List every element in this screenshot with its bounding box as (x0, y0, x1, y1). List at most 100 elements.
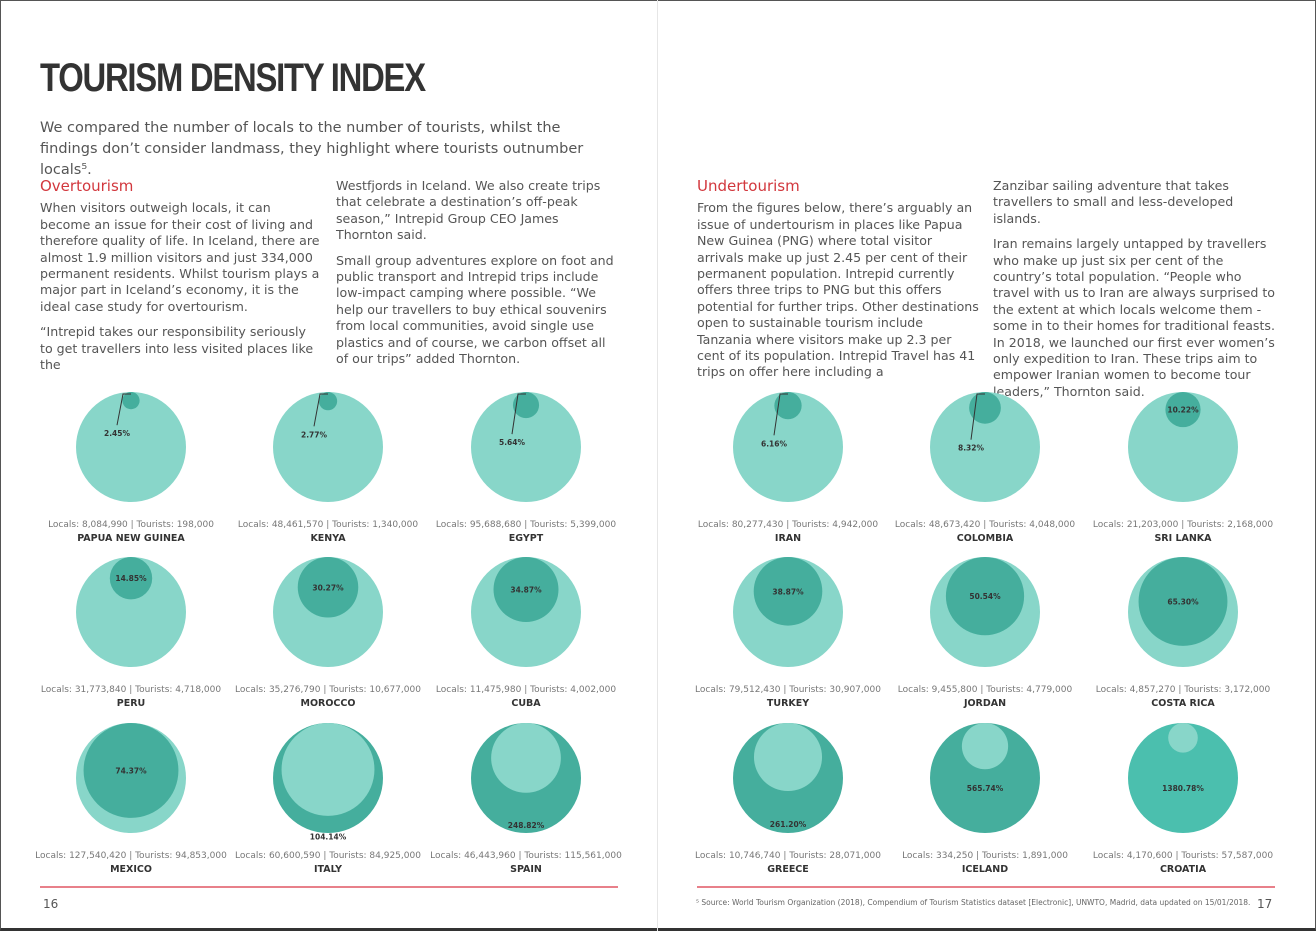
locals-tourists-label: Locals: 48,673,420 | Tourists: 4,048,000 (894, 520, 1076, 530)
locals-circle (961, 723, 1009, 770)
country-name: SPAIN (510, 864, 542, 875)
locals-tourists-label: Locals: 10,746,740 | Tourists: 28,071,00… (695, 851, 881, 861)
tourists-circle (1138, 557, 1228, 646)
locals-tourists-label: Locals: 46,443,960 | Tourists: 115,561,0… (430, 851, 622, 861)
bubble-chart-italy: 104.14% Locals: 60,600,590 | Tourists: 84… (228, 720, 428, 890)
ratio-label: 1380.78% (1162, 784, 1204, 793)
bubble-chart-papua-new-guinea: 2.45% Locals: 8,084,990 | Tourists: 198,0… (31, 389, 231, 559)
ratio-label: 34.87% (510, 585, 542, 594)
ratio-label: 74.37% (115, 766, 147, 775)
ratio-label: 65.30% (1167, 597, 1199, 606)
ratio-label: 565.74% (967, 784, 1004, 793)
locals-tourists-label: Locals: 4,857,270 | Tourists: 3,172,000 (1095, 685, 1271, 695)
locals-tourists-label: Locals: 79,512,430 | Tourists: 30,907,00… (695, 685, 881, 695)
footer-rule (40, 886, 618, 888)
tourists-circle (297, 557, 359, 618)
footer-rule (697, 886, 1275, 888)
country-name: SRI LANKA (1154, 533, 1212, 544)
ratio-label: 30.27% (312, 583, 344, 592)
country-name: COSTA RICA (1151, 698, 1215, 709)
ratio-label: 2.77% (301, 430, 328, 439)
locals-circle (753, 723, 823, 792)
leader-line (970, 393, 985, 440)
leader-line (511, 393, 526, 435)
undertourism-col-1: Undertourism From the figures below, the… (697, 178, 979, 390)
undertourism-heading: Undertourism (697, 177, 800, 195)
ratio-label: 50.54% (969, 592, 1001, 601)
leader-line (116, 393, 131, 426)
bubble-chart-mexico: 74.37% Locals: 127,540,420 | Tourists: 94… (31, 720, 231, 890)
bubble-chart-morocco: 30.27% Locals: 35,276,790 | Tourists: 10,… (228, 554, 428, 724)
country-name: ICELAND (961, 864, 1009, 875)
bubble-chart-iran: 6.16% Locals: 80,277,430 | Tourists: 4,94… (688, 389, 888, 559)
page-title: TOURISM DENSITY INDEX (40, 56, 426, 100)
ratio-label: 5.64% (499, 438, 526, 447)
bubble-chart-cuba: 34.87% Locals: 11,475,980 | Tourists: 4,0… (426, 554, 626, 724)
locals-tourists-label: Locals: 127,540,420 | Tourists: 94,853,0… (35, 851, 227, 861)
ratio-label: 6.16% (761, 439, 788, 448)
ratio-label: 248.82% (508, 821, 545, 830)
country-name: ITALY (313, 864, 343, 875)
country-name: PAPUA NEW GUINEA (77, 533, 185, 544)
ratio-label: 261.20% (770, 820, 807, 829)
footnote: ⁵ Source: World Tourism Organization (20… (696, 898, 1251, 907)
locals-circle (281, 723, 375, 816)
locals-tourists-label: Locals: 334,250 | Tourists: 1,891,000 (902, 851, 1068, 861)
tourists-circle (930, 723, 1040, 833)
bubble-chart-kenya: 2.77% Locals: 48,461,570 | Tourists: 1,34… (228, 389, 428, 559)
tourists-circle (774, 392, 802, 420)
paragraph: Zanzibar sailing adventure that takes tr… (993, 178, 1234, 226)
ratio-label: 104.14% (310, 832, 347, 841)
tourists-circle (753, 557, 823, 626)
country-name: IRAN (774, 533, 802, 544)
ratio-label: 14.85% (115, 574, 147, 583)
country-name: PERU (116, 698, 146, 709)
paragraph: Small group adventures explore on foot a… (336, 252, 614, 367)
locals-tourists-label: Locals: 8,084,990 | Tourists: 198,000 (48, 520, 214, 530)
locals-tourists-label: Locals: 80,277,430 | Tourists: 4,942,000 (697, 520, 879, 530)
country-name: EGYPT (508, 533, 544, 544)
bubble-chart-spain: 248.82% Locals: 46,443,960 | Tourists: 11… (426, 720, 626, 890)
locals-circle (76, 557, 186, 667)
country-name: MEXICO (110, 864, 152, 875)
ratio-label: 10.22% (1167, 406, 1199, 415)
paragraph: When visitors outweigh locals, it can be… (40, 200, 320, 314)
overtourism-heading: Overtourism (40, 177, 134, 195)
paragraph: Iran remains largely untapped by travell… (993, 236, 1276, 399)
locals-circle (273, 392, 383, 502)
bubble-chart-greece: 261.20% Locals: 10,746,740 | Tourists: 28… (688, 720, 888, 890)
country-name: COLOMBIA (956, 533, 1014, 544)
undertourism-col-2: Zanzibar sailing adventure that takes tr… (993, 178, 1275, 409)
leader-line (313, 393, 328, 427)
paragraph: “Intrepid takes our responsibility serio… (40, 324, 314, 373)
locals-circle (471, 392, 581, 502)
locals-tourists-label: Locals: 21,203,000 | Tourists: 2,168,000 (1092, 520, 1274, 530)
tourists-circle (318, 392, 338, 411)
country-name: GREECE (767, 864, 809, 875)
bubble-chart-egypt: 5.64% Locals: 95,688,680 | Tourists: 5,39… (426, 389, 626, 559)
leader-line (773, 393, 788, 436)
country-name: CUBA (511, 698, 541, 709)
bubble-chart-croatia: 1380.78% Locals: 4,170,600 | Tourists: 57… (1083, 720, 1283, 890)
paragraph: From the figures below, there’s arguably… (697, 200, 979, 380)
paragraph: Westfjords in Iceland. We also create tr… (336, 178, 601, 243)
tourists-circle (83, 723, 179, 818)
locals-circle (1168, 723, 1198, 753)
bubble-chart-peru: 14.85% Locals: 31,773,840 | Tourists: 4,7… (31, 554, 231, 724)
country-name: KENYA (310, 533, 346, 544)
locals-tourists-label: Locals: 11,475,980 | Tourists: 4,002,000 (435, 685, 617, 695)
locals-tourists-label: Locals: 35,276,790 | Tourists: 10,677,00… (235, 685, 421, 695)
bubble-chart-jordan: 50.54% Locals: 9,455,800 | Tourists: 4,77… (885, 554, 1085, 724)
bubble-chart-sri-lanka: 10.22% Locals: 21,203,000 | Tourists: 2,1… (1083, 389, 1283, 559)
locals-circle (733, 392, 843, 502)
overtourism-col-2: Westfjords in Iceland. We also create tr… (336, 178, 618, 376)
tourists-circle (945, 557, 1025, 636)
overtourism-col-1: Overtourism When visitors outweigh local… (40, 178, 322, 382)
country-name: CROATIA (1159, 864, 1207, 875)
page-number-left: 16 (43, 897, 59, 911)
tourists-circle (493, 557, 559, 622)
intro-text: We compared the number of locals to the … (40, 120, 584, 178)
country-name: MOROCCO (300, 698, 356, 709)
locals-tourists-label: Locals: 48,461,570 | Tourists: 1,340,000 (237, 520, 419, 530)
tourists-circle (122, 392, 140, 410)
